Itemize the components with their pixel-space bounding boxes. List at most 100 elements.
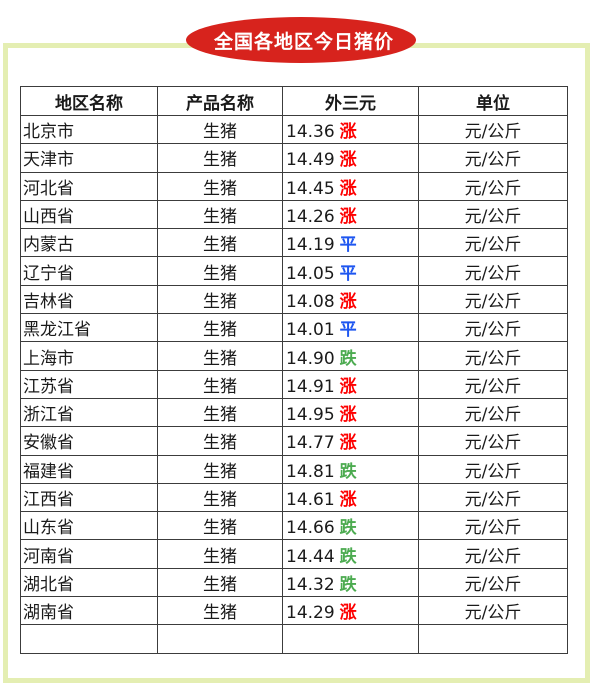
table-header-row: 地区名称 产品名称 外三元 单位 <box>20 86 568 116</box>
header-product: 产品名称 <box>157 86 283 116</box>
region-cell: 湖南省 <box>20 596 158 626</box>
region-cell: 北京市 <box>20 114 158 145</box>
price-cell: 14.90 跌 <box>282 341 419 371</box>
unit-cell: 元/公斤 <box>418 171 568 201</box>
region-cell: 吉林省 <box>20 284 158 315</box>
trend-indicator: 涨 <box>339 376 357 397</box>
price-value: 14.32 <box>286 574 335 595</box>
unit-cell <box>418 624 568 654</box>
trend-indicator: 涨 <box>339 207 357 228</box>
header-region: 地区名称 <box>20 86 158 116</box>
unit-cell: 元/公斤 <box>418 313 568 343</box>
table-row: 河北省 生猪 14.45 涨 元/公斤 <box>20 171 568 201</box>
price-cell: 14.19 平 <box>282 228 419 258</box>
price-value: 14.29 <box>286 603 335 624</box>
unit-cell: 元/公斤 <box>418 114 568 145</box>
region-cell: 上海市 <box>20 341 158 371</box>
region-cell: 河南省 <box>20 539 158 569</box>
title-badge: 全国各地区今日猪价 <box>186 17 416 63</box>
price-cell: 14.95 涨 <box>282 397 419 428</box>
price-cell: 14.77 涨 <box>282 426 419 456</box>
trend-indicator: 跌 <box>339 546 357 567</box>
trend-indicator: 跌 <box>339 461 357 482</box>
region-cell: 山东省 <box>20 511 158 541</box>
price-cell: 14.01 平 <box>282 313 419 343</box>
region-cell: 浙江省 <box>20 397 158 428</box>
product-cell: 生猪 <box>157 256 283 286</box>
table-row: 浙江省 生猪 14.95 涨 元/公斤 <box>20 397 568 428</box>
table-row-partial <box>20 624 568 654</box>
unit-cell: 元/公斤 <box>418 341 568 371</box>
trend-indicator: 涨 <box>339 603 357 624</box>
trend-indicator: 涨 <box>339 433 357 454</box>
unit-cell: 元/公斤 <box>418 567 568 598</box>
table-row: 湖南省 生猪 14.29 涨 元/公斤 <box>20 596 568 626</box>
table-row: 辽宁省 生猪 14.05 平 元/公斤 <box>20 256 568 286</box>
table-row: 江苏省 生猪 14.91 涨 元/公斤 <box>20 369 568 399</box>
region-cell: 江西省 <box>20 482 158 513</box>
product-cell: 生猪 <box>157 143 283 173</box>
trend-indicator: 涨 <box>339 490 357 510</box>
trend-indicator: 涨 <box>339 122 357 143</box>
product-cell: 生猪 <box>157 341 283 371</box>
price-value: 14.44 <box>286 546 335 567</box>
page: { "title_badge": { "text": "全国各地区今日猪价", … <box>3 17 590 683</box>
product-cell: 生猪 <box>157 539 283 569</box>
price-cell <box>282 624 419 654</box>
region-cell: 安徽省 <box>20 426 158 456</box>
unit-cell: 元/公斤 <box>418 369 568 399</box>
trend-indicator: 涨 <box>339 178 357 199</box>
trend-indicator: 跌 <box>339 574 357 595</box>
price-cell: 14.44 跌 <box>282 539 419 569</box>
region-cell: 福建省 <box>20 454 158 484</box>
table-row: 北京市 生猪 14.36 涨 元/公斤 <box>20 114 568 145</box>
unit-cell: 元/公斤 <box>418 199 568 230</box>
price-value: 14.81 <box>286 461 335 482</box>
table-row: 上海市 生猪 14.90 跌 元/公斤 <box>20 341 568 371</box>
price-cell: 14.91 涨 <box>282 369 419 399</box>
trend-indicator: 涨 <box>339 291 357 312</box>
price-cell: 14.66 跌 <box>282 511 419 541</box>
product-cell: 生猪 <box>157 511 283 541</box>
price-value: 14.01 <box>286 320 335 341</box>
unit-cell: 元/公斤 <box>418 539 568 569</box>
table-row: 安徽省 生猪 14.77 涨 元/公斤 <box>20 426 568 456</box>
unit-cell: 元/公斤 <box>418 284 568 315</box>
product-cell: 生猪 <box>157 199 283 230</box>
price-cell: 14.81 跌 <box>282 454 419 484</box>
product-cell: 生猪 <box>157 284 283 315</box>
price-value: 14.19 <box>286 235 335 256</box>
price-value: 14.08 <box>286 291 335 312</box>
product-cell: 生猪 <box>157 596 283 626</box>
region-cell: 辽宁省 <box>20 256 158 286</box>
product-cell <box>157 624 283 654</box>
region-cell: 江苏省 <box>20 369 158 399</box>
trend-indicator: 平 <box>339 235 357 256</box>
price-cell: 14.36 涨 <box>282 114 419 145</box>
price-value: 14.26 <box>286 207 335 228</box>
price-value: 14.61 <box>286 490 335 510</box>
region-cell: 内蒙古 <box>20 228 158 258</box>
region-cell: 黑龙江省 <box>20 313 158 343</box>
price-cell: 14.61 涨 <box>282 482 419 513</box>
header-unit: 单位 <box>418 86 568 116</box>
region-cell: 河北省 <box>20 171 158 201</box>
price-cell: 14.08 涨 <box>282 284 419 315</box>
unit-cell: 元/公斤 <box>418 596 568 626</box>
price-value: 14.91 <box>286 376 335 397</box>
table-row: 福建省 生猪 14.81 跌 元/公斤 <box>20 454 568 484</box>
table-row: 内蒙古 生猪 14.19 平 元/公斤 <box>20 228 568 258</box>
unit-cell: 元/公斤 <box>418 454 568 484</box>
product-cell: 生猪 <box>157 567 283 598</box>
table-row: 山西省 生猪 14.26 涨 元/公斤 <box>20 199 568 230</box>
region-cell: 湖北省 <box>20 567 158 598</box>
price-cell: 14.45 涨 <box>282 171 419 201</box>
table-row: 湖北省 生猪 14.32 跌 元/公斤 <box>20 567 568 598</box>
price-value: 14.45 <box>286 178 335 199</box>
unit-cell: 元/公斤 <box>418 426 568 456</box>
product-cell: 生猪 <box>157 369 283 399</box>
product-cell: 生猪 <box>157 171 283 201</box>
trend-indicator: 跌 <box>339 348 357 369</box>
trend-indicator: 平 <box>339 263 357 284</box>
price-cell: 14.32 跌 <box>282 567 419 598</box>
